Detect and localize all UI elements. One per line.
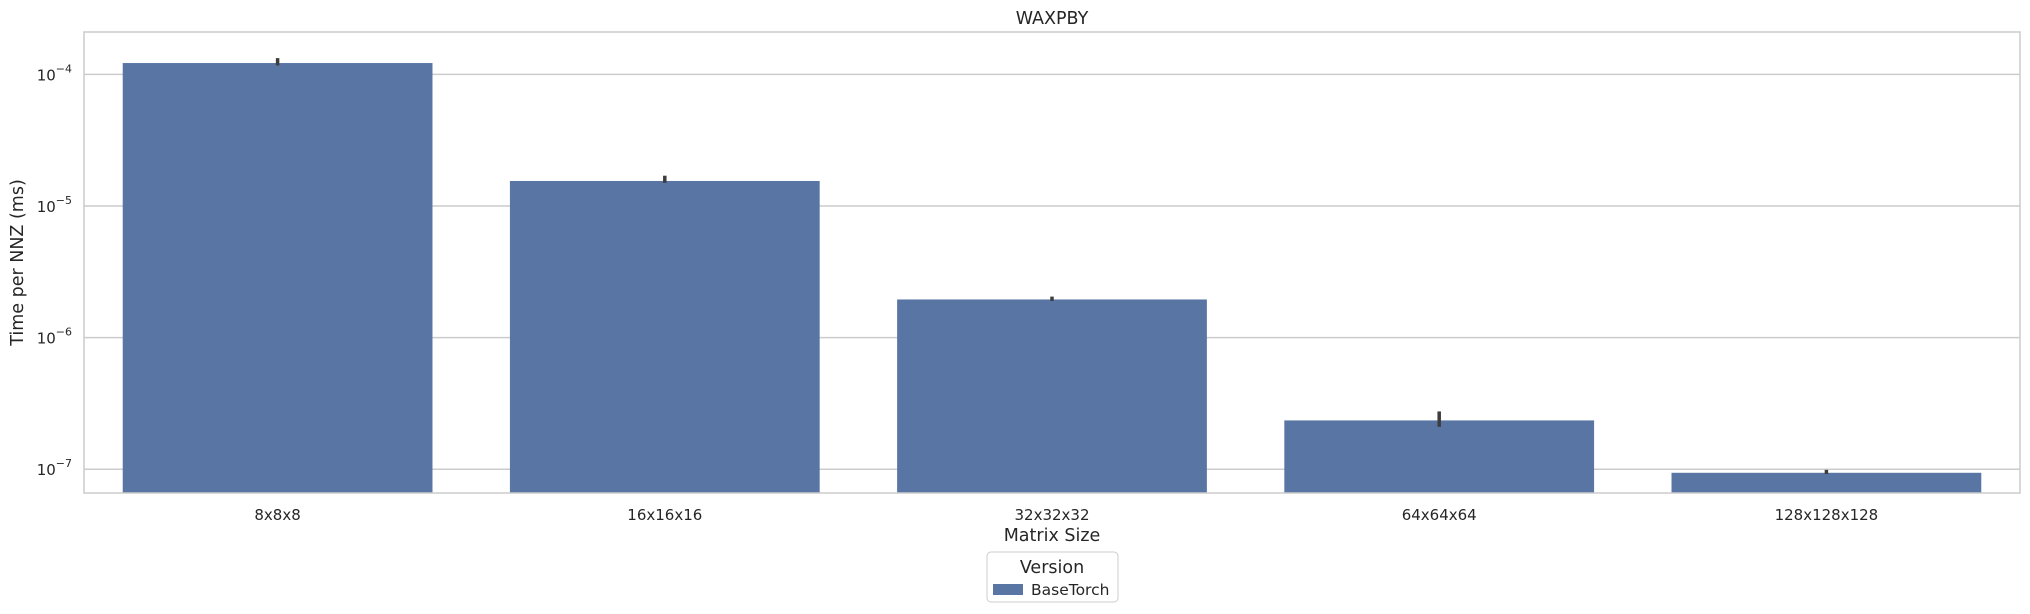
- bar-64x64x64: [1284, 420, 1595, 493]
- y-tick-label: 10−6: [37, 326, 72, 348]
- y-tick-label: 10−4: [37, 62, 72, 84]
- x-tick-label-16x16x16: 16x16x16: [627, 506, 702, 524]
- y-axis-label: Time per NNZ (ms): [8, 179, 28, 347]
- chart-title: WAXPBY: [1016, 9, 1089, 29]
- y-tick-labels: 10−4 10−5 10−6 10−7: [37, 62, 72, 479]
- legend-swatch: [993, 584, 1023, 595]
- x-tick-label-8x8x8: 8x8x8: [254, 506, 300, 524]
- error-bars: [275, 58, 1829, 475]
- x-tick-label-64x64x64: 64x64x64: [1402, 506, 1477, 524]
- plot-frame: [83, 31, 2021, 494]
- bar-128x128x128: [1671, 472, 1982, 493]
- legend-label-basetorch: BaseTorch: [1031, 581, 1109, 599]
- bar-8x8x8: [122, 63, 433, 494]
- bar-16x16x16: [509, 180, 820, 493]
- x-tick-label-128x128x128: 128x128x128: [1775, 506, 1879, 524]
- legend: Version BaseTorch: [986, 551, 1119, 603]
- y-tick-label: 10−7: [37, 457, 72, 479]
- x-tick-labels: 8x8x8 16x16x16 32x32x32 64x64x64 128x128x128: [254, 506, 1878, 524]
- bars: [122, 63, 1982, 494]
- y-tick-label: 10−5: [37, 194, 72, 216]
- x-tick-label-32x32x32: 32x32x32: [1014, 506, 1089, 524]
- legend-title: Version: [1020, 558, 1084, 578]
- bar-32x32x32: [897, 299, 1207, 493]
- x-axis-label: Matrix Size: [1004, 526, 1101, 546]
